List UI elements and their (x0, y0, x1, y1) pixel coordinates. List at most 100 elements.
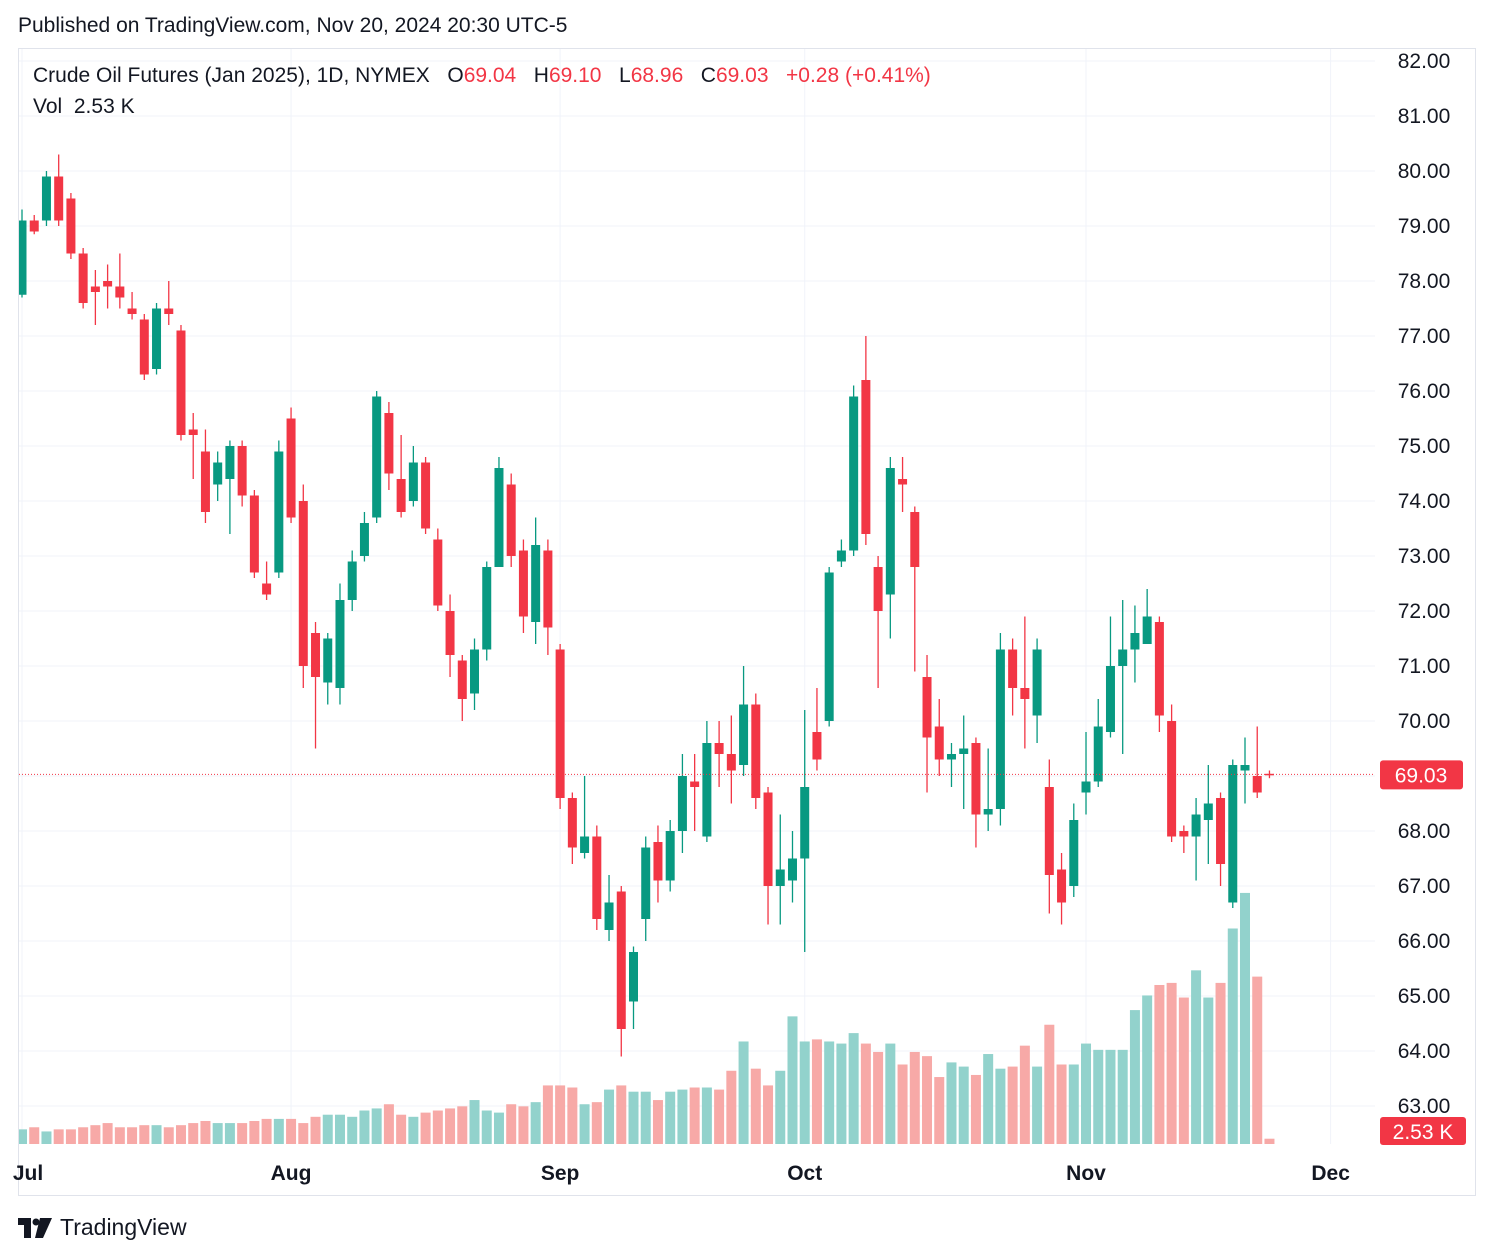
candle (421, 457, 431, 534)
volume-bar (506, 1104, 517, 1144)
volume-bar (493, 1112, 504, 1144)
volume-bar (237, 1123, 248, 1144)
candle (103, 264, 113, 309)
candle-body (494, 468, 504, 567)
candle (824, 567, 834, 727)
volume-bar (628, 1091, 639, 1144)
candle (359, 512, 369, 562)
candle (225, 440, 235, 534)
candle-body (1093, 726, 1103, 782)
candle (971, 737, 981, 848)
candle-body (1118, 649, 1128, 666)
candle (1191, 798, 1201, 881)
candle (408, 446, 418, 507)
tradingview-logo-icon (18, 1217, 52, 1238)
candle-body (959, 748, 969, 754)
volume-bar (983, 1054, 994, 1144)
candle-body (1240, 765, 1250, 771)
volume-bar (1227, 928, 1238, 1144)
candle (702, 721, 712, 842)
candle-body (103, 281, 113, 287)
candle-body (995, 649, 1005, 809)
candle (946, 743, 956, 787)
volume-bar (359, 1110, 370, 1144)
candle (188, 413, 198, 479)
volume-bar (946, 1062, 957, 1144)
tradingview-logo[interactable]: TradingView (18, 1214, 187, 1241)
chart-frame (18, 48, 1476, 1196)
candle (237, 440, 247, 507)
candle (726, 715, 736, 804)
last-price-tag (1380, 760, 1463, 790)
candle (1105, 616, 1115, 738)
candle (115, 253, 125, 309)
candle-body (885, 468, 895, 595)
candle (885, 457, 895, 639)
candle-body (1191, 814, 1201, 837)
candle (1008, 638, 1018, 716)
candle (347, 550, 357, 611)
volume-bar (175, 1125, 186, 1144)
price-tick-label: 64.00 (1398, 1040, 1451, 1063)
candle-body (531, 545, 541, 622)
volume-bar (701, 1087, 712, 1144)
candle (298, 484, 308, 688)
volume-bar (188, 1123, 199, 1144)
candle-body (775, 869, 785, 886)
volume-bar (750, 1068, 761, 1144)
candle-body (470, 649, 480, 694)
candle (861, 336, 871, 545)
price-tick-label: 70.00 (1398, 710, 1451, 733)
volume-bar (261, 1118, 272, 1144)
candle (470, 638, 480, 710)
volume-bar (530, 1102, 541, 1144)
low-label: L (619, 64, 631, 87)
candle (910, 506, 920, 672)
price-tick-label: 63.00 (1398, 1095, 1451, 1118)
price-tick-label: 72.00 (1398, 600, 1451, 623)
candle-body (249, 495, 259, 573)
candle-body (518, 550, 528, 617)
volume-bar (347, 1116, 358, 1144)
candle-body (445, 611, 455, 655)
volume-bar (616, 1085, 627, 1144)
volume-bar (1068, 1064, 1079, 1144)
candle (249, 490, 259, 578)
candle-body (457, 660, 467, 699)
candle (139, 314, 149, 380)
volume-bar (139, 1125, 150, 1144)
volume-bar (567, 1087, 578, 1144)
candle-body (115, 286, 125, 298)
candle (1130, 605, 1140, 683)
volume-bar (787, 1016, 798, 1144)
volume-bar (286, 1118, 297, 1144)
tradingview-brand: TradingView (60, 1214, 187, 1240)
candle (372, 391, 382, 523)
volume-value: 2.53 K (73, 95, 135, 118)
candle (274, 440, 284, 578)
candle-body (641, 847, 651, 919)
candle-body (800, 787, 810, 859)
candle-body (262, 583, 272, 595)
candle-body (421, 462, 431, 529)
candle-body (946, 754, 956, 760)
volume-bar (420, 1112, 431, 1144)
volume-bar (665, 1091, 676, 1144)
candle (311, 622, 321, 749)
volume-bar (457, 1106, 468, 1144)
volume-tag-label: 2.53 K (1393, 1121, 1454, 1144)
candle-body (629, 952, 638, 1002)
candle (1032, 638, 1042, 743)
candle-body (1130, 633, 1140, 650)
candle-body (323, 638, 333, 683)
candles (19, 154, 1274, 1057)
candle-body (311, 633, 321, 677)
candle (127, 292, 137, 320)
price-tick-label: 80.00 (1398, 160, 1451, 183)
volume-bar (579, 1104, 590, 1144)
volume-bar (604, 1089, 615, 1144)
candle (983, 748, 993, 831)
volume-bar (1154, 984, 1165, 1144)
candle-body (763, 792, 773, 886)
